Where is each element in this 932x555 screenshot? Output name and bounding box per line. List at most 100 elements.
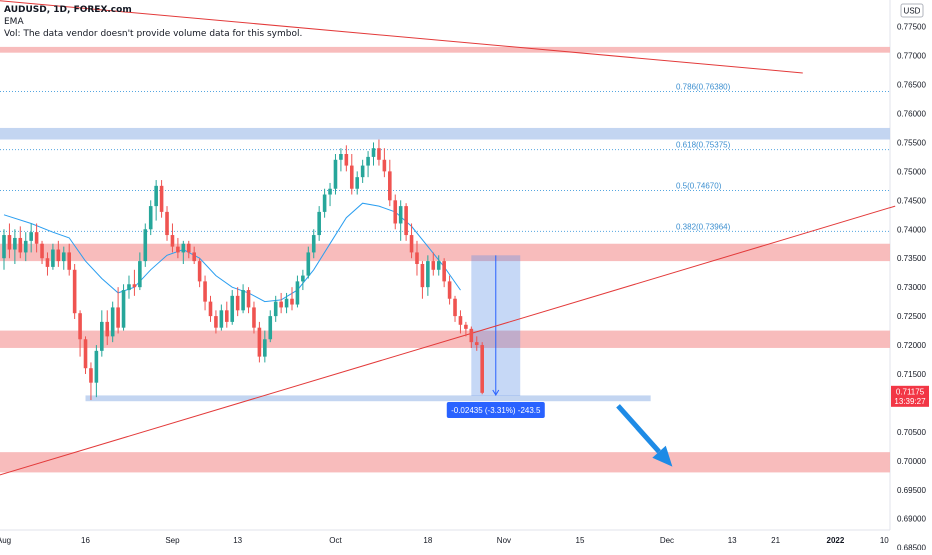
candle-body [224,310,229,322]
candle [464,321,468,337]
candle-body [349,165,354,189]
time-tick-label: 15 [576,536,585,545]
symbol-title[interactable]: AUDUSD, 1D, FOREX.com [4,5,132,15]
price-tick-label: 0.75500 [897,138,926,147]
price-tick-label: 0.72500 [897,312,926,321]
candle-body [51,249,55,267]
candle-body [442,261,446,282]
time-tick-label: 21 [771,536,780,545]
time-tick-label: Oct [329,536,342,545]
candle [268,310,273,343]
zone-rect [0,330,890,348]
candle-body [458,316,463,325]
currency-badge-box[interactable] [900,3,924,18]
candle-body [181,243,186,253]
last-price-countdown: 13:39:27 [894,397,926,406]
candle-body [203,281,207,302]
candle-body [192,252,196,262]
candle-body [154,185,158,207]
candle [181,240,186,264]
candle-body [453,298,457,317]
candle [67,243,72,276]
candle [197,258,202,288]
price-tick-label: 0.77000 [897,52,926,61]
candle [388,159,392,207]
candle [154,180,158,221]
candle-body [148,206,153,230]
candle-body [284,298,289,308]
price-tick-label: 0.76000 [897,109,926,118]
candle [51,243,55,270]
trendline[interactable] [0,205,896,476]
candle-body [404,206,408,236]
candle-body [339,154,343,160]
candle [284,292,289,314]
candle [431,252,436,276]
time-axis[interactable]: Aug 16 Sep 13 Oct 18 Nov 15 Dec 13 21 2022 10 [0,536,889,545]
candle [18,226,23,259]
candle [78,310,82,357]
candle [94,345,99,398]
ema-legend-label[interactable]: EMA [4,17,24,27]
currency-badge[interactable]: USD [900,3,924,18]
trendlines-layer[interactable] [0,0,896,476]
candle [40,240,44,264]
time-tick-label: Aug [0,536,11,545]
candle-body [382,159,387,172]
candle-body [317,211,321,236]
candle-body [388,171,392,201]
candle [333,154,338,195]
measure-tool[interactable]: -0.02435 (-3.31%) -243.5 [446,255,545,418]
candle [116,287,120,334]
fib-level-label: 0.382(0.73964) [676,222,731,231]
candle [349,154,354,195]
trendline[interactable] [0,0,803,74]
measure-label-box [446,402,545,418]
candle [252,301,256,334]
candle-body [45,258,50,267]
candle-body [257,327,262,357]
ema-line [3,202,461,303]
candle-body [273,301,278,317]
candle [34,223,39,253]
candle-body [219,310,224,328]
candle [474,336,479,351]
time-tick-label: 2022 [827,536,845,545]
candle [377,139,381,166]
candle-body [230,295,235,322]
candle-body [295,281,300,305]
candle [83,336,88,374]
candle-body [127,284,131,291]
candle [105,310,110,346]
fib-level-label: 0.618(0.75375) [676,141,731,150]
candle-body [322,194,327,212]
candle-body [235,295,240,311]
candle [301,269,305,291]
candle-body [94,350,99,383]
price-tick-label: 0.73000 [897,283,926,292]
candle [404,203,408,241]
price-tick-label: 0.77500 [897,23,926,32]
time-tick-label: Nov [497,536,511,545]
price-axis-background[interactable] [890,0,932,550]
candle-body [420,264,425,288]
candle-body [301,275,305,282]
candle-body [105,321,110,337]
measure-label: -0.02435 (-3.31%) -243.5 [451,406,541,415]
candle [241,284,245,314]
candle [322,188,327,218]
candle [100,310,104,357]
measure-arrow-head [492,389,500,396]
candle-body [78,313,82,340]
candle-body [268,316,273,340]
zone-rect [0,452,890,473]
price-tick-label: 0.76500 [897,81,926,90]
candle [186,240,191,259]
candle [328,182,332,207]
candle [208,295,213,322]
candle [317,206,321,241]
last-price-value: 0.71175 [896,387,925,396]
candle [393,194,398,230]
